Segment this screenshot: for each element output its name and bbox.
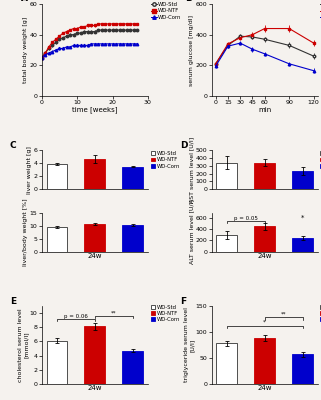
Y-axis label: AST serum level [U/l]: AST serum level [U/l] xyxy=(189,137,194,203)
Bar xyxy=(47,341,67,384)
Y-axis label: total body weight [g]: total body weight [g] xyxy=(23,17,28,83)
Text: D: D xyxy=(180,141,187,150)
Bar xyxy=(254,226,275,252)
Legend: WD-Std, WD-NTF, WD-Corn: WD-Std, WD-NTF, WD-Corn xyxy=(320,2,321,20)
Text: **: ** xyxy=(281,311,286,316)
Bar xyxy=(216,163,237,189)
Bar xyxy=(122,350,143,384)
Text: A: A xyxy=(21,0,28,3)
Bar xyxy=(292,354,313,384)
Bar xyxy=(84,159,105,189)
Text: p = 0.06: p = 0.06 xyxy=(64,314,88,319)
Legend: WD-Std, WD-NTF, WD-Corn: WD-Std, WD-NTF, WD-Corn xyxy=(320,304,321,322)
Legend: WD-Std, WD-NTF, WD-Corn: WD-Std, WD-NTF, WD-Corn xyxy=(320,151,321,169)
Bar xyxy=(216,343,237,384)
Legend: WD-Std, WD-NTF, WD-Corn: WD-Std, WD-NTF, WD-Corn xyxy=(151,2,181,20)
Legend: WD-Std, WD-NTF, WD-Corn: WD-Std, WD-NTF, WD-Corn xyxy=(151,304,180,322)
X-axis label: time [weeks]: time [weeks] xyxy=(72,106,117,113)
Bar xyxy=(292,238,313,252)
Text: p = 0.05: p = 0.05 xyxy=(234,216,258,221)
Bar xyxy=(254,163,275,189)
Bar xyxy=(292,171,313,189)
Y-axis label: cholesterol serum level
[mmol/l]: cholesterol serum level [mmol/l] xyxy=(18,308,29,382)
Bar xyxy=(84,224,105,252)
Legend: WD-Std, WD-NTF, WD-Corn: WD-Std, WD-NTF, WD-Corn xyxy=(151,151,180,169)
Bar xyxy=(216,235,237,252)
Bar xyxy=(47,227,67,252)
Y-axis label: triglyceride serum level
[U/l]: triglyceride serum level [U/l] xyxy=(184,308,195,382)
Text: **: ** xyxy=(111,310,117,315)
X-axis label: 24w: 24w xyxy=(88,253,102,259)
X-axis label: 24w: 24w xyxy=(88,385,102,391)
Text: B: B xyxy=(185,0,192,3)
Y-axis label: ALT serum level [U/l]: ALT serum level [U/l] xyxy=(189,200,194,264)
Bar xyxy=(254,338,275,384)
Text: F: F xyxy=(180,297,186,306)
Bar xyxy=(47,164,67,189)
Text: E: E xyxy=(10,297,16,306)
Text: *: * xyxy=(263,320,266,324)
X-axis label: min: min xyxy=(258,106,271,112)
X-axis label: 24w: 24w xyxy=(257,385,272,391)
Y-axis label: liver weight [g]: liver weight [g] xyxy=(27,146,32,194)
Bar xyxy=(122,166,143,189)
Y-axis label: serum glucose [mg/dl]: serum glucose [mg/dl] xyxy=(189,14,194,86)
Text: C: C xyxy=(10,141,16,150)
Y-axis label: liver/body weight [%]: liver/body weight [%] xyxy=(23,198,29,266)
Text: *: * xyxy=(301,215,304,221)
Bar xyxy=(84,326,105,384)
Bar xyxy=(122,225,143,252)
X-axis label: 24w: 24w xyxy=(257,253,272,259)
